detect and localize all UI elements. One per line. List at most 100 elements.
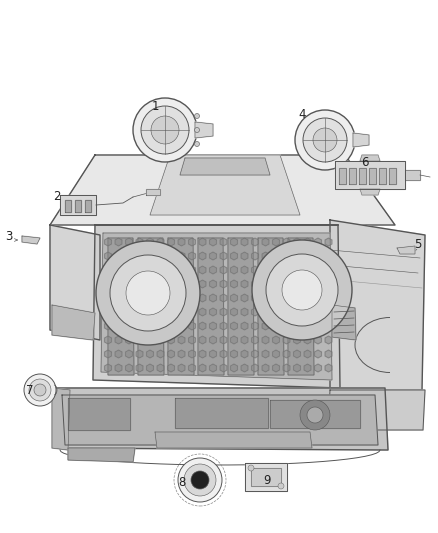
Polygon shape xyxy=(68,448,135,462)
Polygon shape xyxy=(147,322,153,330)
Polygon shape xyxy=(199,308,206,316)
Polygon shape xyxy=(188,322,195,330)
Polygon shape xyxy=(168,266,174,274)
Polygon shape xyxy=(272,322,279,330)
Circle shape xyxy=(278,483,284,489)
Circle shape xyxy=(191,471,209,489)
Polygon shape xyxy=(105,280,111,288)
Polygon shape xyxy=(293,336,300,344)
Polygon shape xyxy=(332,305,356,340)
Circle shape xyxy=(248,465,254,471)
Polygon shape xyxy=(293,294,300,302)
Polygon shape xyxy=(126,322,132,330)
Polygon shape xyxy=(199,322,206,330)
Polygon shape xyxy=(325,294,332,302)
Polygon shape xyxy=(209,336,216,344)
Polygon shape xyxy=(314,336,321,344)
Polygon shape xyxy=(188,336,195,344)
Bar xyxy=(349,168,356,184)
Polygon shape xyxy=(157,238,164,246)
Polygon shape xyxy=(209,364,216,372)
Polygon shape xyxy=(220,252,227,260)
Polygon shape xyxy=(68,398,130,430)
Polygon shape xyxy=(105,238,111,246)
Polygon shape xyxy=(230,252,237,260)
Polygon shape xyxy=(168,364,174,372)
Polygon shape xyxy=(220,336,227,344)
Polygon shape xyxy=(168,238,194,375)
Polygon shape xyxy=(272,238,279,246)
Polygon shape xyxy=(325,350,332,358)
Polygon shape xyxy=(272,266,279,274)
Polygon shape xyxy=(188,308,195,316)
Polygon shape xyxy=(199,364,206,372)
Polygon shape xyxy=(209,266,216,274)
Polygon shape xyxy=(115,252,122,260)
Polygon shape xyxy=(52,305,95,340)
Polygon shape xyxy=(126,336,132,344)
Polygon shape xyxy=(272,350,279,358)
Polygon shape xyxy=(136,252,143,260)
Polygon shape xyxy=(220,238,227,246)
Polygon shape xyxy=(328,390,425,430)
Polygon shape xyxy=(101,233,332,380)
Polygon shape xyxy=(283,238,290,246)
Circle shape xyxy=(303,118,347,162)
Polygon shape xyxy=(178,350,185,358)
Polygon shape xyxy=(199,252,206,260)
Bar xyxy=(65,200,71,212)
Polygon shape xyxy=(178,238,185,246)
Polygon shape xyxy=(126,238,132,246)
Polygon shape xyxy=(251,468,281,486)
Polygon shape xyxy=(199,280,206,288)
Bar xyxy=(369,168,376,184)
Polygon shape xyxy=(168,238,174,246)
Polygon shape xyxy=(157,280,164,288)
Polygon shape xyxy=(147,350,153,358)
Polygon shape xyxy=(115,322,122,330)
Polygon shape xyxy=(168,350,174,358)
Polygon shape xyxy=(178,280,185,288)
Circle shape xyxy=(151,116,179,144)
Polygon shape xyxy=(270,400,360,428)
Polygon shape xyxy=(293,252,300,260)
Polygon shape xyxy=(147,336,153,344)
Polygon shape xyxy=(262,252,269,260)
Circle shape xyxy=(141,106,189,154)
Polygon shape xyxy=(136,294,143,302)
Polygon shape xyxy=(314,252,321,260)
Polygon shape xyxy=(293,280,300,288)
Polygon shape xyxy=(245,463,287,491)
Polygon shape xyxy=(241,280,248,288)
Polygon shape xyxy=(157,364,164,372)
Circle shape xyxy=(194,141,199,147)
Polygon shape xyxy=(136,280,143,288)
Polygon shape xyxy=(405,170,420,180)
Polygon shape xyxy=(115,350,122,358)
Polygon shape xyxy=(251,238,258,246)
Text: 8: 8 xyxy=(178,475,186,489)
Polygon shape xyxy=(157,266,164,274)
Polygon shape xyxy=(105,364,111,372)
Polygon shape xyxy=(209,252,216,260)
Polygon shape xyxy=(60,195,96,215)
Polygon shape xyxy=(325,280,332,288)
Polygon shape xyxy=(136,266,143,274)
Polygon shape xyxy=(251,350,258,358)
Polygon shape xyxy=(272,308,279,316)
Polygon shape xyxy=(251,336,258,344)
Polygon shape xyxy=(230,266,237,274)
Polygon shape xyxy=(199,266,206,274)
Polygon shape xyxy=(262,294,269,302)
Polygon shape xyxy=(157,322,164,330)
Text: 6: 6 xyxy=(361,157,369,169)
Polygon shape xyxy=(136,350,143,358)
Polygon shape xyxy=(314,350,321,358)
Polygon shape xyxy=(241,294,248,302)
Circle shape xyxy=(110,255,186,331)
Text: 1: 1 xyxy=(151,100,159,112)
Polygon shape xyxy=(230,308,237,316)
Circle shape xyxy=(252,240,352,340)
Polygon shape xyxy=(168,336,174,344)
Polygon shape xyxy=(168,280,174,288)
